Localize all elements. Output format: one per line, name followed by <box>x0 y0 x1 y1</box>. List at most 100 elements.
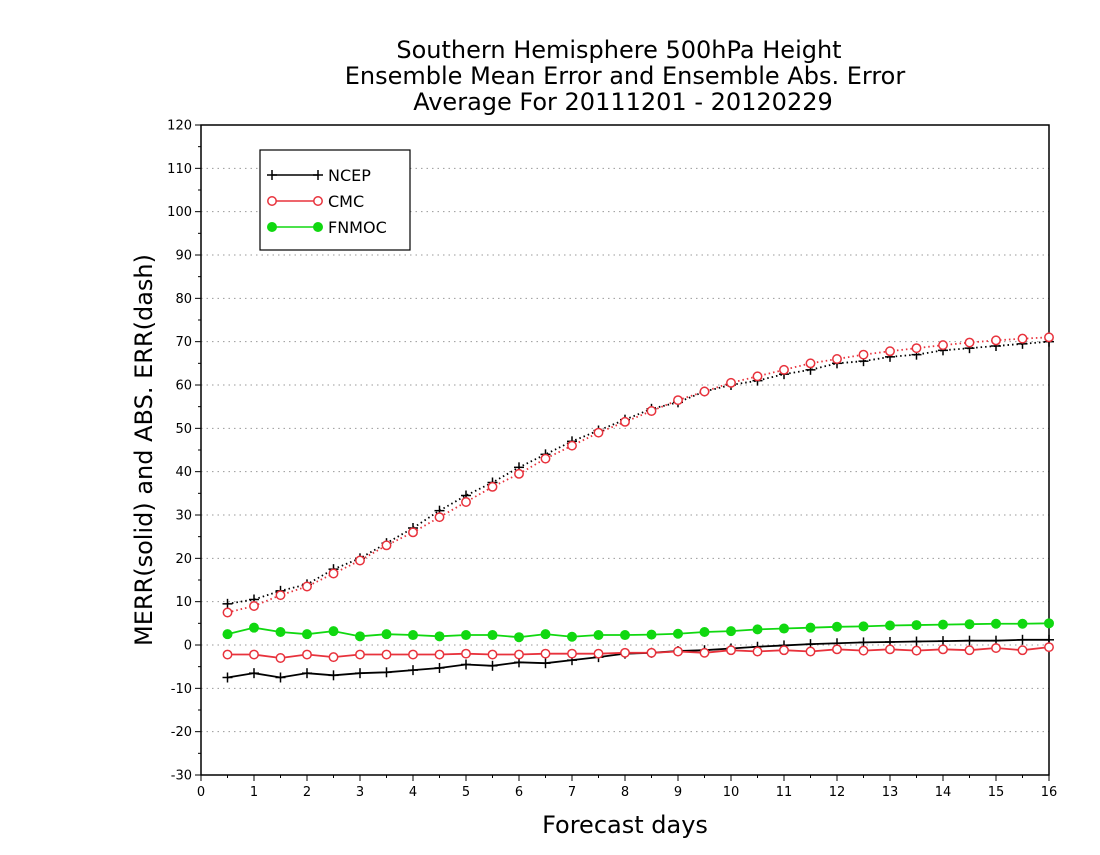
y-tick-label: 80 <box>175 292 192 307</box>
merr-point <box>275 672 286 683</box>
x-tick-label: 16 <box>1041 785 1058 800</box>
merr-point <box>487 649 498 660</box>
merr-point <box>249 622 259 633</box>
x-tick-label: 10 <box>723 785 740 800</box>
merr-point <box>832 644 842 655</box>
x-tick-label: 1 <box>250 785 258 800</box>
merr-point <box>726 626 736 637</box>
merr-point <box>434 662 445 673</box>
merr-point <box>885 644 895 655</box>
merr-point <box>1044 618 1054 629</box>
merr-point <box>540 658 551 669</box>
merr-point <box>434 649 445 660</box>
merr-point <box>514 649 524 660</box>
legend-item-fnmoc: FNMOC <box>267 218 387 237</box>
merr-point <box>328 652 339 663</box>
x-tick-label: 11 <box>776 785 793 800</box>
abs-err-point <box>487 481 498 492</box>
merr-point <box>646 647 657 658</box>
merr-point <box>885 620 895 631</box>
merr-point <box>302 629 312 640</box>
abs-err-point <box>885 346 895 357</box>
abs-err-point <box>275 590 286 601</box>
abs-err-point <box>911 343 922 354</box>
merr-point <box>381 667 392 678</box>
y-tick-label: 100 <box>167 205 192 220</box>
y-axis: -30 -20 -10 0 10 20 30 40 50 60 70 80 90 100 110 120 <box>167 119 201 784</box>
legend-label: CMC <box>328 192 364 211</box>
merr-point <box>779 623 789 634</box>
points-cmc <box>222 332 1054 663</box>
abs-err-point <box>673 395 683 406</box>
merr-point <box>938 644 948 655</box>
merr-point <box>567 631 577 642</box>
abs-err-point <box>805 358 816 369</box>
legend-box <box>259 149 411 251</box>
merr-point <box>461 659 471 670</box>
grid <box>201 167 1049 733</box>
y-tick-label: -10 <box>171 682 192 697</box>
merr-point <box>275 653 286 663</box>
merr-point <box>302 668 312 679</box>
legend-marker <box>313 196 323 206</box>
series-abs-err-cmc <box>227 336 1050 614</box>
x-tick-label: 6 <box>515 785 523 800</box>
legend-label: NCEP <box>328 166 371 185</box>
merr-point <box>832 621 842 632</box>
x-tick-label: 3 <box>356 785 364 800</box>
legend: NCEP CMC FNMOC <box>259 149 411 251</box>
merr-point <box>593 630 604 641</box>
x-tick-label: 12 <box>829 785 846 800</box>
abs-err-point <box>567 440 577 451</box>
merr-point <box>355 631 365 642</box>
x-tick-label: 4 <box>409 785 417 800</box>
y-tick-label: 40 <box>175 465 192 480</box>
merr-point <box>646 629 657 640</box>
merr-point <box>381 649 392 660</box>
x-axis-label: Forecast days <box>542 811 708 839</box>
legend-item-cmc: CMC <box>267 192 364 211</box>
y-tick-label: -30 <box>171 769 192 784</box>
abs-err-point <box>752 371 763 382</box>
y-tick-label: 50 <box>175 422 192 437</box>
abs-err-point <box>620 416 630 427</box>
merr-point <box>328 670 339 681</box>
y-axis-label: MERR(solid) and ABS. ERR(dash) <box>130 254 158 646</box>
y-tick-label: 90 <box>175 249 192 264</box>
x-tick-label: 15 <box>988 785 1005 800</box>
merr-point <box>487 630 498 641</box>
x-tick-label: 9 <box>674 785 682 800</box>
merr-point <box>249 649 259 660</box>
merr-point <box>222 649 233 660</box>
series-abs-err-ncep <box>227 340 1050 605</box>
x-axis: 0 1 2 3 4 5 6 7 8 9 10 11 12 13 14 15 16 <box>197 775 1057 800</box>
merr-point <box>302 649 312 660</box>
legend-marker <box>313 222 323 232</box>
abs-err-point <box>249 601 259 611</box>
merr-point <box>381 629 392 640</box>
points-ncep <box>222 336 1054 683</box>
merr-point <box>222 672 233 683</box>
merr-point <box>938 619 948 630</box>
abs-err-point <box>1017 333 1028 344</box>
merr-point <box>805 646 816 657</box>
abs-err-point <box>461 497 471 507</box>
abs-err-point <box>408 527 418 538</box>
merr-point <box>408 630 418 641</box>
series-merr-cmc <box>227 646 1050 659</box>
x-tick-label: 14 <box>935 785 952 800</box>
merr-point <box>328 626 339 637</box>
merr-point <box>593 648 604 659</box>
y-tick-label: 60 <box>175 379 192 394</box>
abs-err-point <box>991 335 1001 346</box>
merr-point <box>222 629 233 640</box>
legend-marker <box>267 222 277 232</box>
merr-point <box>779 645 789 656</box>
chart-title: Southern Hemisphere 500hPa Height Ensemb… <box>345 36 906 116</box>
y-tick-label: 10 <box>175 595 192 610</box>
title-line-1: Southern Hemisphere 500hPa Height <box>396 36 841 64</box>
abs-err-point <box>646 406 657 416</box>
merr-point <box>567 648 577 659</box>
